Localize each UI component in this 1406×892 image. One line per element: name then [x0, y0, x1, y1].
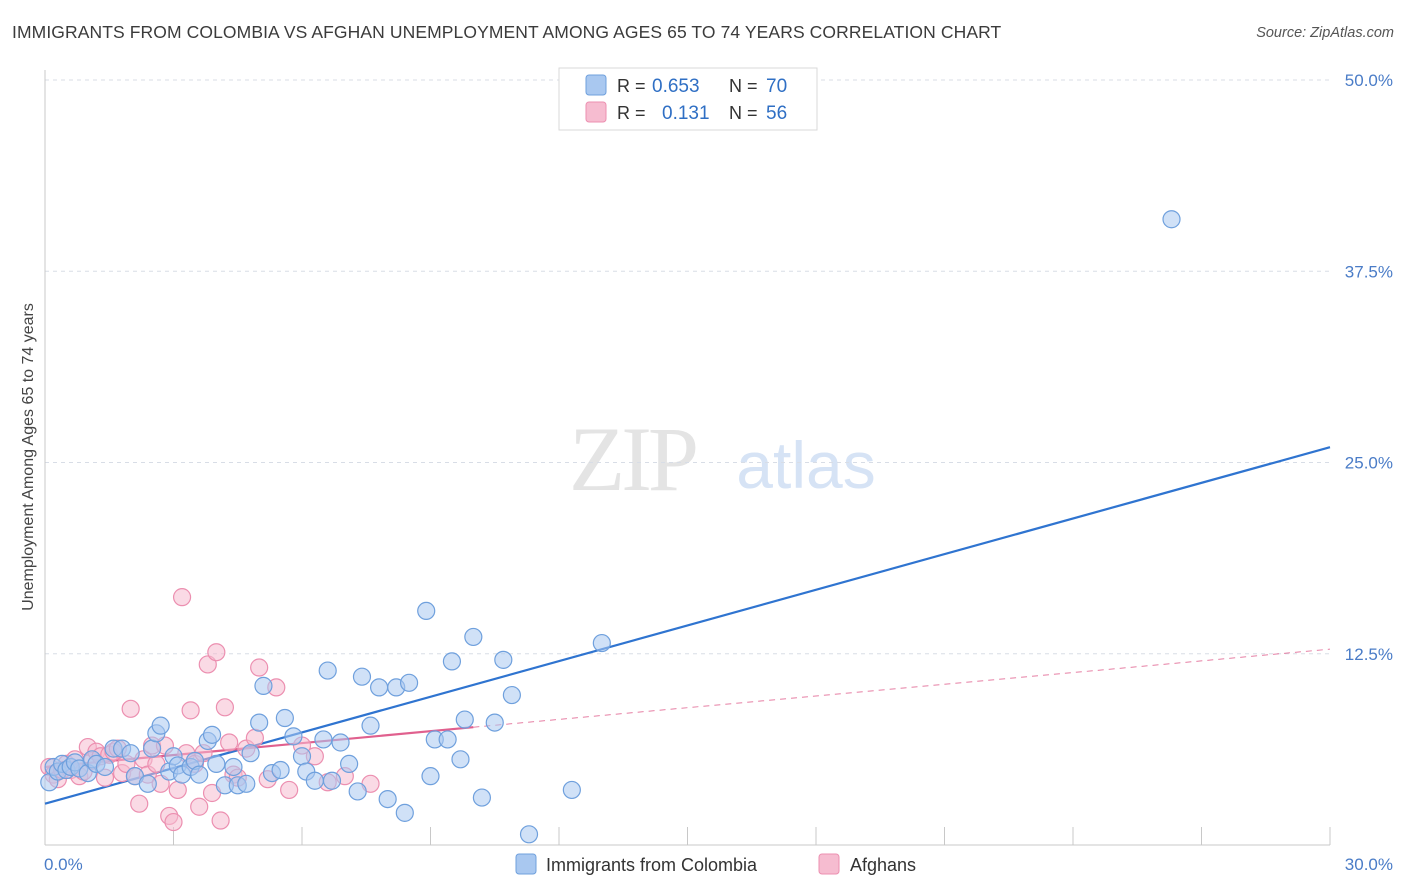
- tick-labels: 12.5% 25.0% 37.5% 50.0% 0.0% 30.0%: [44, 71, 1393, 874]
- colombia-point-61: [442, 652, 462, 671]
- colombia-point-35: [250, 713, 269, 732]
- colombia-point-66: [485, 713, 504, 732]
- colombia-point-28: [202, 725, 222, 744]
- colombia-point-47: [331, 733, 350, 752]
- colombia-point-65: [472, 788, 491, 807]
- series-legend: Immigrants from Colombia Afghans: [515, 853, 916, 875]
- afghans-point-41: [215, 698, 234, 717]
- colombia-point-11: [95, 757, 115, 777]
- colombia-point-31: [224, 757, 243, 777]
- colombia-point-17: [142, 739, 162, 758]
- stats-n-value-2: 56: [766, 103, 787, 124]
- colombia-point-36: [254, 676, 273, 695]
- colombia-point-41: [292, 747, 312, 766]
- stats-r-label-1: R =: [617, 76, 646, 96]
- afghans-point-47: [250, 658, 269, 677]
- y-tick-label-1: 25.0%: [1345, 454, 1393, 473]
- colombia-point-67: [494, 650, 513, 669]
- colombia-point-34: [241, 744, 260, 763]
- colombia-point-72: [1162, 210, 1181, 229]
- colombia-point-70: [562, 780, 581, 800]
- y-tick-label-2: 37.5%: [1345, 262, 1393, 281]
- colombia-point-60: [438, 730, 457, 749]
- afghans-points: [40, 588, 380, 832]
- watermark-zip: ZIP: [569, 408, 696, 510]
- afghans-point-35: [190, 797, 209, 816]
- colombia-point-69: [519, 825, 539, 844]
- y-tick-label-3: 50.0%: [1345, 71, 1393, 90]
- colombia-point-45: [318, 661, 337, 680]
- stats-n-label-1: N =: [729, 76, 758, 96]
- afghans-point-21: [130, 794, 149, 813]
- chart-title: IMMIGRANTS FROM COLOMBIA VS AFGHAN UNEMP…: [12, 22, 1002, 42]
- stats-legend-swatch-afghans: [585, 101, 607, 123]
- legend-swatch-afghans: [818, 853, 840, 875]
- colombia-point-33: [237, 774, 256, 793]
- colombia-point-53: [378, 789, 397, 809]
- colombia-point-49: [348, 782, 367, 801]
- afghans-point-40: [211, 811, 230, 830]
- afghans-point-31: [172, 588, 192, 607]
- colombia-point-50: [352, 667, 372, 686]
- colombia-point-29: [207, 754, 226, 774]
- stats-r-value-1: 0.653: [652, 76, 700, 97]
- stats-r-value-2: 0.131: [662, 103, 710, 124]
- x-tick-label-1: 30.0%: [1345, 855, 1393, 874]
- stats-legend: R = 0.653 N = 70 R = 0.131 N = 56: [558, 67, 818, 131]
- colombia-point-51: [361, 716, 380, 735]
- colombia-point-57: [417, 601, 436, 621]
- colombia-point-56: [399, 673, 419, 692]
- grid-lines: [45, 79, 1330, 655]
- colombia-point-55: [395, 803, 414, 822]
- colombia-point-62: [451, 750, 470, 769]
- colombia-point-14: [121, 744, 140, 763]
- legend-swatch-colombia: [515, 853, 537, 875]
- colombia-point-68: [502, 685, 521, 705]
- colombia-point-63: [455, 710, 474, 729]
- afghans-point-30: [168, 780, 187, 800]
- afghans-point-46: [245, 728, 264, 748]
- afghans-point-19: [121, 699, 140, 718]
- axes: [44, 70, 1331, 846]
- stats-n-label-2: N =: [729, 103, 758, 123]
- colombia-points: [40, 210, 1181, 844]
- colombia-point-43: [305, 771, 324, 790]
- x-tick-label-0: 0.0%: [44, 855, 83, 874]
- afghans-point-42: [220, 733, 239, 752]
- y-tick-label-0: 12.5%: [1345, 645, 1393, 664]
- legend-label-afghans: Afghans: [850, 855, 916, 875]
- stats-r-label-2: R =: [617, 103, 646, 123]
- colombia-point-46: [322, 771, 342, 790]
- afghans-point-39: [207, 643, 226, 662]
- colombia-point-16: [138, 774, 157, 793]
- colombia-point-71: [592, 633, 611, 653]
- afghans-point-29: [164, 812, 183, 832]
- colombia-point-52: [370, 678, 389, 697]
- colombia-point-48: [340, 754, 359, 774]
- source-label: Source: ZipAtlas.com: [1256, 25, 1394, 41]
- stats-legend-swatch-colombia: [585, 74, 607, 96]
- afghans-point-50: [280, 780, 299, 800]
- colombia-point-19: [151, 716, 170, 735]
- legend-label-colombia: Immigrants from Colombia: [546, 855, 758, 875]
- y-axis-label: Unemployment Among Ages 65 to 74 years: [20, 303, 37, 611]
- colombia-point-26: [190, 765, 209, 784]
- watermark-atlas: atlas: [736, 428, 875, 502]
- colombia-point-38: [271, 760, 290, 780]
- afghans-point-33: [181, 701, 200, 720]
- stats-n-value-1: 70: [766, 76, 787, 97]
- afghans-trend-extension: [473, 648, 1331, 728]
- colombia-point-64: [464, 627, 483, 647]
- colombia-point-40: [284, 727, 303, 746]
- colombia-point-58: [421, 767, 440, 786]
- colombia-point-44: [314, 730, 333, 749]
- colombia-point-39: [275, 708, 294, 728]
